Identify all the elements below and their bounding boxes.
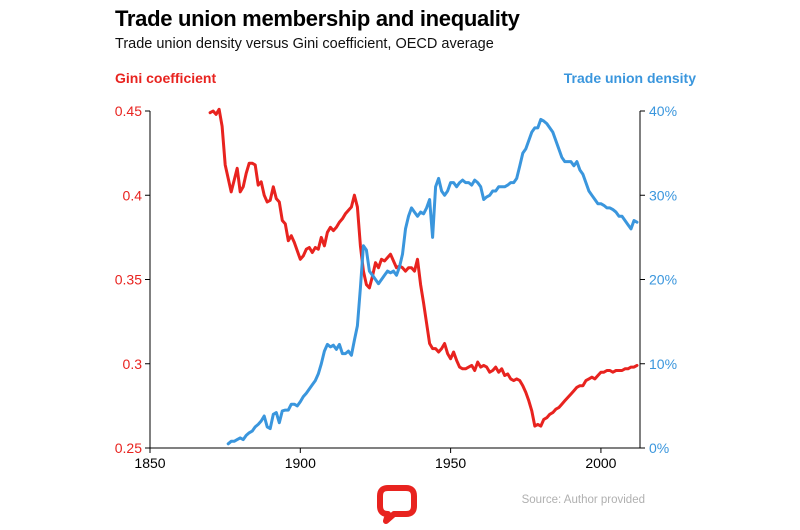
left-tick-label: 0.3 bbox=[123, 356, 143, 372]
left-tick-label: 0.35 bbox=[115, 272, 142, 288]
chart-subtitle: Trade union density versus Gini coeffici… bbox=[115, 36, 494, 52]
gini-series-line bbox=[208, 107, 639, 428]
speech-bubble-logo-icon bbox=[377, 485, 417, 524]
right-tick-label: 40% bbox=[649, 103, 677, 119]
left-tick-label: 0.45 bbox=[115, 103, 142, 119]
x-tick-label: 1850 bbox=[134, 455, 165, 471]
right-axis-label: Trade union density bbox=[563, 70, 696, 86]
source-note: Source: Author provided bbox=[521, 494, 645, 506]
right-tick-label: 0% bbox=[649, 440, 669, 456]
left-tick-label: 0.4 bbox=[123, 187, 143, 203]
left-tick-label: 0.25 bbox=[115, 440, 142, 456]
x-tick-label: 2000 bbox=[585, 455, 616, 471]
logo-shape bbox=[377, 485, 417, 524]
x-tick-label: 1900 bbox=[285, 455, 316, 471]
right-tick-label: 30% bbox=[649, 187, 677, 203]
chart-title: Trade union membership and inequality bbox=[115, 6, 520, 31]
union-density-series-line bbox=[226, 117, 639, 446]
right-tick-label: 10% bbox=[649, 356, 677, 372]
left-axis-label: Gini coefficient bbox=[115, 70, 217, 86]
right-tick-label: 20% bbox=[649, 272, 677, 288]
x-tick-label: 1950 bbox=[435, 455, 466, 471]
